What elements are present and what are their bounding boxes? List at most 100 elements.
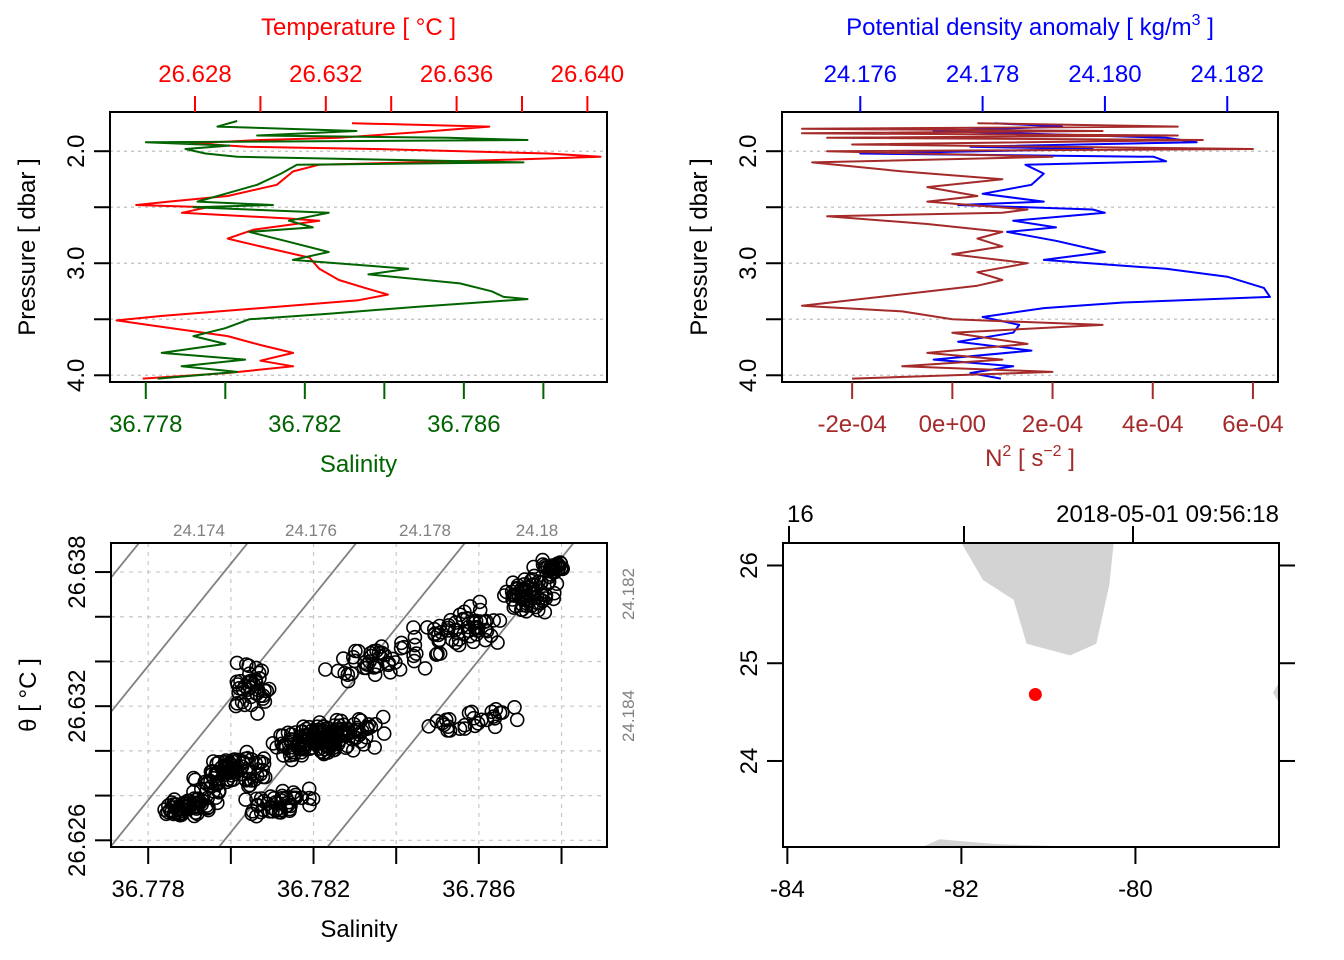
land-polygons xyxy=(922,543,1279,847)
scatter-point xyxy=(237,697,252,713)
isopycnal-line xyxy=(111,543,141,580)
scatter-point xyxy=(226,772,241,787)
panel-density-n2-profile: 2.0 3.0 4.0 24.176 24.178 24.180 24.182 -2e-04 0… xyxy=(686,12,1284,472)
scatter-point xyxy=(452,721,468,737)
bottom-tick-label: 0e+00 xyxy=(919,411,986,438)
scatter-point xyxy=(283,734,298,749)
scatter-point xyxy=(320,745,336,760)
top-tick-label: 26.628 xyxy=(158,61,231,88)
scatter-point xyxy=(496,588,512,603)
top-tick-label: 26.636 xyxy=(420,61,493,88)
scatter-point xyxy=(407,629,423,645)
scatter-point xyxy=(319,739,335,754)
scatter-point xyxy=(340,673,356,689)
axes: -84 -82 -80 24 25 26 16 2018-05-01 09:56:18 xyxy=(736,501,1295,903)
scatter-point xyxy=(337,665,353,681)
top-tick-label: 26.640 xyxy=(551,61,624,88)
top-axis-title-sup: 3 xyxy=(1192,12,1201,29)
scatter-point xyxy=(211,754,227,770)
scatter-point xyxy=(435,715,451,731)
scatter-point xyxy=(301,728,317,744)
scatter-point xyxy=(478,622,493,638)
scatter-point xyxy=(241,763,256,779)
scatter-point xyxy=(359,719,375,735)
bottom-tick-label: 36.778 xyxy=(109,411,182,438)
scatter-point xyxy=(244,773,259,788)
scatter-point xyxy=(555,561,571,577)
series-group xyxy=(115,120,602,380)
scatter-point xyxy=(417,661,433,676)
scatter-point xyxy=(330,736,346,752)
scatter-point xyxy=(374,645,390,661)
scatter-point xyxy=(347,653,363,669)
scatter-point xyxy=(366,660,382,675)
scatter-point xyxy=(335,651,351,666)
x-tick-label: 36.778 xyxy=(111,876,184,903)
scatter-point xyxy=(336,717,352,733)
scatter-point xyxy=(210,775,226,791)
top-time-label-start: 16 xyxy=(787,501,814,528)
x-tick-label: 36.782 xyxy=(277,876,350,903)
isopycnal-line xyxy=(217,543,467,847)
scatter-point xyxy=(244,806,260,822)
left-axis-title: Pressure [ dbar ] xyxy=(14,158,41,335)
scatter-point xyxy=(219,774,235,790)
scatter-point xyxy=(450,625,466,641)
isopycnal-line xyxy=(326,543,575,847)
scatter-point xyxy=(294,744,309,760)
isopycnal-lines xyxy=(111,543,575,847)
scatter-point xyxy=(238,792,253,807)
top-axis-title: Potential density anomaly [ kg/m3 ] xyxy=(846,12,1214,41)
bottom-tick-label: 2e-04 xyxy=(1022,411,1083,438)
isopycnal-label: 24.176 xyxy=(285,521,337,540)
x-tick-label: -82 xyxy=(944,876,979,903)
scatter-point xyxy=(523,573,539,589)
scatter-point xyxy=(538,560,554,576)
scatter-point xyxy=(432,632,447,648)
scatter-point xyxy=(259,683,275,699)
scatter-point xyxy=(186,770,201,786)
scatter-point xyxy=(248,755,263,771)
panel-location-map: -84 -82 -80 24 25 26 16 2018-05-01 09:56:18 xyxy=(736,501,1295,903)
scatter-point xyxy=(509,712,525,728)
scatter-point xyxy=(376,726,392,741)
scatter-point xyxy=(234,694,250,710)
y-tick-label: 25 xyxy=(736,650,763,677)
scatter-point xyxy=(394,635,409,651)
scatter-point xyxy=(284,752,299,768)
left-tick-label: 4.0 xyxy=(735,359,762,392)
bottom-tick-label: -2e-04 xyxy=(817,411,886,438)
scatter-points xyxy=(157,552,571,824)
scatter-point xyxy=(462,599,478,614)
x-tick-label: -80 xyxy=(1118,876,1153,903)
scatter-point xyxy=(351,643,366,659)
scatter-point xyxy=(541,569,557,585)
axes: 2.0 3.0 4.0 24.176 24.178 24.180 24.182 -2e-04 0… xyxy=(735,61,1284,438)
scatter-point xyxy=(248,660,264,676)
isopycnal-label: 24.18 xyxy=(516,521,559,540)
isopycnal-label: 24.184 xyxy=(619,690,638,742)
scatter-point xyxy=(368,716,383,732)
top-axis-title: Temperature [ °C ] xyxy=(261,14,456,41)
scatter-point xyxy=(387,655,403,670)
isopycnal-label: 24.182 xyxy=(619,568,638,620)
scatter-point xyxy=(239,657,254,672)
y-tick-label: 26.626 xyxy=(64,804,91,877)
scatter-point xyxy=(464,704,480,720)
y-tick-label: 26.632 xyxy=(64,669,91,742)
scatter-point xyxy=(317,741,333,757)
left-tick-label: 2.0 xyxy=(735,135,762,168)
left-axis-title: Pressure [ dbar ] xyxy=(686,158,713,335)
scatter-point xyxy=(487,719,503,735)
scatter-point xyxy=(406,620,421,635)
scatter-point xyxy=(318,662,333,677)
top-tick-label: 24.176 xyxy=(824,61,897,88)
bottom-axis-title-main: N xyxy=(985,445,1002,472)
scatter-point xyxy=(466,710,482,726)
scatter-point xyxy=(333,713,349,729)
scatter-point xyxy=(472,594,488,610)
scatter-point xyxy=(350,720,365,736)
scatter-point xyxy=(486,613,502,628)
scatter-point xyxy=(161,798,176,813)
scatter-point xyxy=(441,618,456,633)
